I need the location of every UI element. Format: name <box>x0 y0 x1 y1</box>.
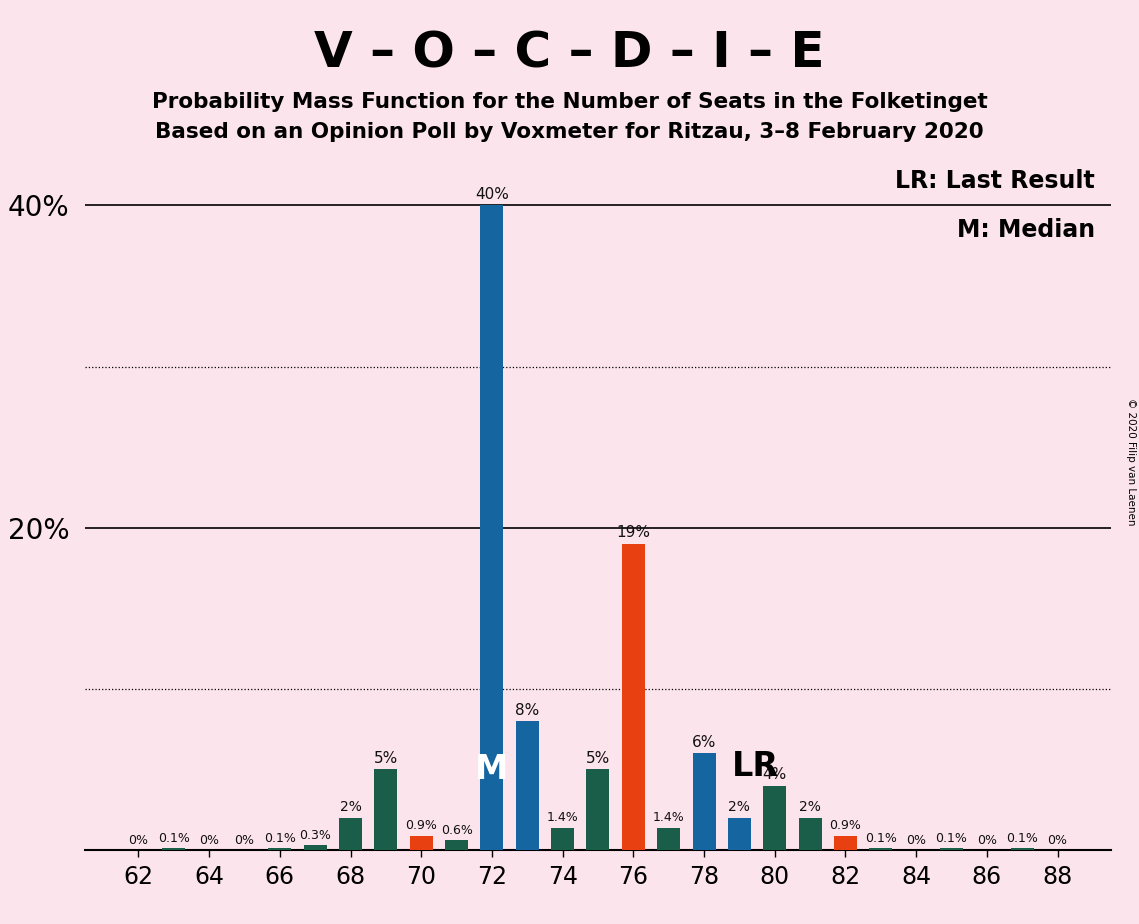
Text: 8%: 8% <box>515 702 540 718</box>
Bar <box>798 818 821 850</box>
Text: 0.1%: 0.1% <box>264 832 296 845</box>
Bar <box>410 835 433 850</box>
Text: 0%: 0% <box>907 833 926 846</box>
Text: 0.1%: 0.1% <box>158 832 190 845</box>
Bar <box>551 828 574 850</box>
Text: M: M <box>475 753 508 786</box>
Bar <box>728 818 751 850</box>
Bar <box>269 848 292 850</box>
Text: Based on an Opinion Poll by Voxmeter for Ritzau, 3–8 February 2020: Based on an Opinion Poll by Voxmeter for… <box>155 122 984 142</box>
Bar <box>657 828 680 850</box>
Text: 0%: 0% <box>977 833 997 846</box>
Text: 2%: 2% <box>339 800 361 814</box>
Text: 0%: 0% <box>1048 833 1067 846</box>
Bar <box>516 721 539 850</box>
Text: M: Median: M: Median <box>957 218 1096 242</box>
Text: LR: LR <box>732 749 779 783</box>
Text: 40%: 40% <box>475 187 509 201</box>
Text: 6%: 6% <box>691 735 716 750</box>
Bar <box>834 835 857 850</box>
Text: 4%: 4% <box>763 767 787 782</box>
Text: V – O – C – D – I – E: V – O – C – D – I – E <box>314 30 825 78</box>
Text: 0.9%: 0.9% <box>405 819 437 832</box>
Text: 0.6%: 0.6% <box>441 824 473 837</box>
Bar <box>763 785 786 850</box>
Text: 2%: 2% <box>800 800 821 814</box>
Bar <box>304 845 327 850</box>
Bar <box>940 848 962 850</box>
Bar <box>1010 848 1033 850</box>
Text: Probability Mass Function for the Number of Seats in the Folketinget: Probability Mass Function for the Number… <box>151 92 988 113</box>
Bar <box>339 818 362 850</box>
Bar <box>587 770 609 850</box>
Bar <box>622 544 645 850</box>
Bar <box>869 848 892 850</box>
Text: 5%: 5% <box>585 751 611 766</box>
Bar <box>162 848 186 850</box>
Text: 19%: 19% <box>616 526 650 541</box>
Bar <box>445 841 468 850</box>
Text: 5%: 5% <box>374 751 398 766</box>
Text: 0.1%: 0.1% <box>1006 832 1038 845</box>
Text: 0%: 0% <box>235 833 254 846</box>
Text: 1.4%: 1.4% <box>653 811 685 824</box>
Text: 0.9%: 0.9% <box>829 819 861 832</box>
Bar <box>481 205 503 850</box>
Text: 0.1%: 0.1% <box>865 832 896 845</box>
Text: 0.3%: 0.3% <box>300 829 331 842</box>
Text: 0.1%: 0.1% <box>935 832 967 845</box>
Bar <box>693 753 715 850</box>
Bar <box>375 770 398 850</box>
Text: 0%: 0% <box>129 833 148 846</box>
Text: 1.4%: 1.4% <box>547 811 579 824</box>
Text: 2%: 2% <box>729 800 751 814</box>
Text: LR: Last Result: LR: Last Result <box>895 168 1096 192</box>
Text: © 2020 Filip van Laenen: © 2020 Filip van Laenen <box>1125 398 1136 526</box>
Text: 0%: 0% <box>199 833 219 846</box>
